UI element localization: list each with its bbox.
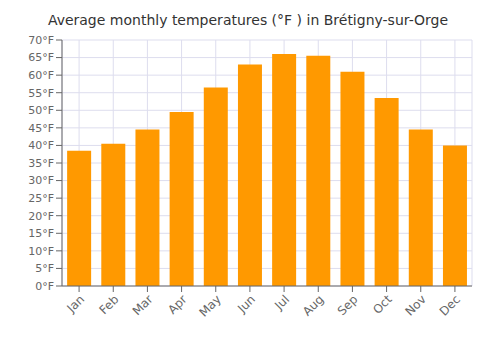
svg-text:Aug: Aug [300, 292, 326, 318]
html-text:Average monthly temperatures (: Average monthly temperatures (°F ) in Br… [47, 12, 449, 28]
svg-text:Oct: Oct [370, 292, 395, 317]
svg-text:60°F: 60°F [28, 69, 54, 82]
svg-text:50°F: 50°F [28, 104, 54, 117]
svg-text:30°F: 30°F [28, 174, 54, 187]
svg-text:10°F: 10°F [28, 245, 54, 258]
svg-text:Dec: Dec [437, 292, 463, 318]
svg-text:40°F: 40°F [28, 139, 54, 152]
svg-text:5°F: 5°F [35, 262, 54, 275]
svg-text:Sep: Sep [335, 292, 361, 318]
svg-text:15°F: 15°F [28, 227, 54, 240]
svg-text:35°F: 35°F [28, 157, 54, 170]
svg-text:0°F: 0°F [35, 280, 54, 293]
svg-text:Jan: Jan [64, 292, 88, 316]
svg-text:Jun: Jun [234, 292, 258, 316]
svg-text:Jul: Jul [271, 292, 292, 313]
svg-text:45°F: 45°F [28, 122, 54, 135]
svg-text:Feb: Feb [96, 292, 121, 317]
svg-text:Mar: Mar [130, 292, 156, 318]
svg-text:Nov: Nov [402, 292, 428, 318]
svg-text:55°F: 55°F [28, 87, 54, 100]
svg-text:70°F: 70°F [28, 34, 54, 47]
svg-text:20°F: 20°F [28, 210, 54, 223]
svg-text:25°F: 25°F [28, 192, 54, 205]
svg-text:Apr: Apr [165, 292, 190, 317]
svg-text:May: May [196, 292, 223, 319]
svg-text:65°F: 65°F [28, 51, 54, 64]
